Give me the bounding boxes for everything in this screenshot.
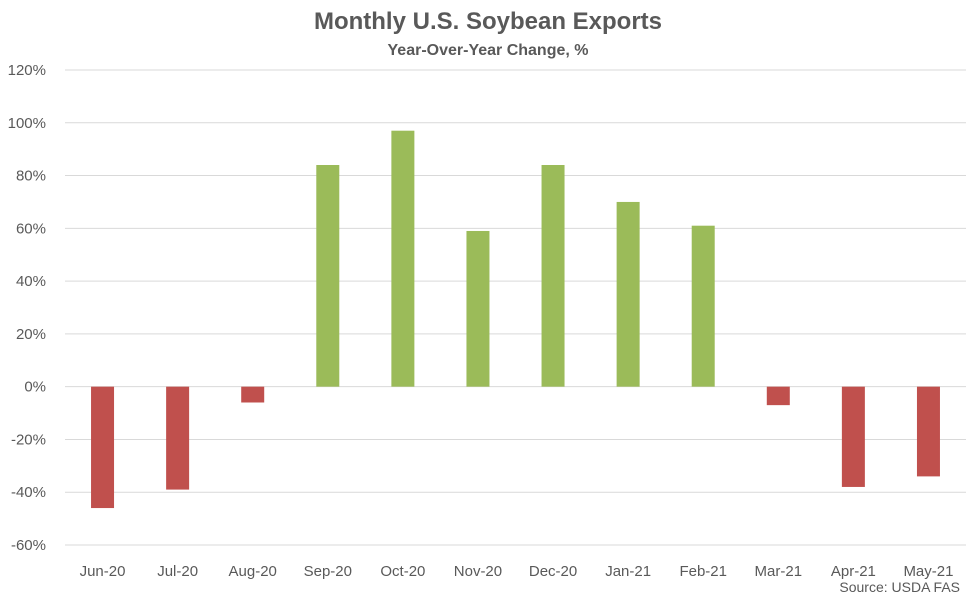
bar-apr-21	[841, 386, 865, 487]
x-tick-label: Jul-20	[157, 563, 198, 580]
x-tick-label: Mar-21	[755, 563, 803, 580]
bar-mar-21	[766, 386, 790, 406]
chart-title: Monthly U.S. Soybean Exports	[313, 8, 663, 35]
x-tick-label: Jan-21	[605, 563, 651, 580]
bar-nov-20	[466, 230, 490, 387]
bar-aug-20	[241, 386, 265, 403]
bar-sep-20	[316, 165, 340, 387]
bar-jul-20	[166, 386, 190, 490]
bar-feb-21	[691, 225, 715, 387]
y-tick-label: -60%	[11, 537, 46, 554]
chart-subtitle: Year-Over-Year Change, %	[387, 42, 589, 59]
y-tick-label: 0%	[24, 379, 46, 396]
y-tick-label: 100%	[8, 115, 46, 132]
x-tick-label: Oct-20	[380, 563, 425, 580]
y-tick-label: -20%	[11, 431, 46, 448]
x-tick-label: Feb-21	[679, 563, 727, 580]
y-tick-label: 40%	[16, 273, 46, 290]
bar-jan-21	[616, 201, 640, 387]
x-tick-label: Jun-20	[80, 563, 126, 580]
y-tick-label: 60%	[16, 220, 46, 237]
x-tick-label: Apr-21	[831, 563, 876, 580]
bar-may-21	[916, 386, 940, 477]
bar-dec-20	[541, 165, 565, 387]
x-tick-label: Dec-20	[529, 563, 577, 580]
x-tick-label: Sep-20	[304, 563, 352, 580]
x-tick-label: May-21	[903, 563, 953, 580]
y-tick-label: -40%	[11, 484, 46, 501]
y-tick-label: 120%	[8, 62, 46, 79]
y-tick-label: 80%	[16, 168, 46, 185]
y-tick-label: 20%	[16, 326, 46, 343]
bar-jun-20	[91, 386, 115, 509]
x-tick-label: Aug-20	[229, 563, 277, 580]
bar-oct-20	[391, 130, 415, 387]
x-tick-label: Nov-20	[454, 563, 502, 580]
source-note: Source: USDA FAS	[839, 579, 960, 595]
